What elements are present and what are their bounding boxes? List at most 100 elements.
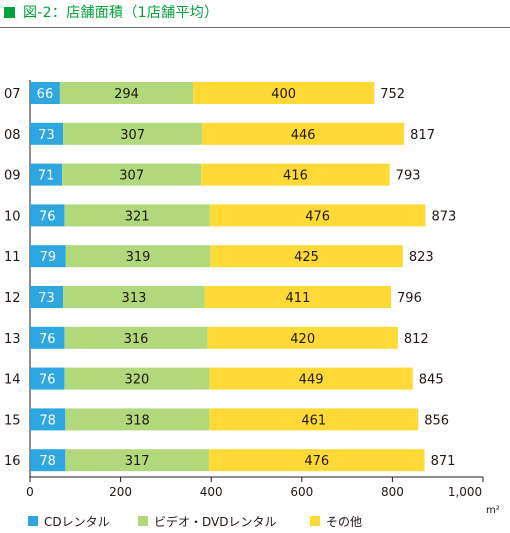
bar-segment-s0-11 (30, 245, 66, 268)
x-ticks-group: 0 200 400 600 800 1,000 m² (26, 477, 500, 516)
category-label-10: 10 (4, 209, 21, 224)
bar-segment-s2-10 (209, 204, 426, 227)
x-unit-label: m² (486, 505, 500, 516)
total-label-15: 856 (424, 413, 449, 428)
bar-segment-s2-07 (193, 82, 375, 104)
bar-segment-s0-08 (30, 122, 64, 145)
value-label-s2-11: 425 (294, 250, 319, 265)
value-label-s0-15: 78 (39, 413, 56, 428)
value-label-s1-13: 316 (124, 332, 149, 347)
value-label-s2-13: 420 (290, 332, 315, 347)
total-label-12: 796 (397, 291, 422, 306)
value-label-s1-09: 307 (119, 169, 144, 184)
x-tick-label-3: 600 (290, 485, 313, 499)
value-label-s2-15: 461 (301, 413, 326, 428)
bars-group: 66 294 400 752 73 307 446 817 71 307 416 793 76 321 47… (30, 82, 456, 472)
total-label-08: 817 (410, 128, 435, 143)
bar-segment-s1-16 (65, 449, 209, 472)
bar-segment-s0-16 (30, 449, 66, 472)
value-label-s0-12: 73 (38, 291, 55, 306)
value-label-s2-08: 446 (291, 128, 316, 143)
bar-segment-s1-07 (59, 82, 194, 104)
bar-segment-s0-15 (30, 408, 66, 431)
value-label-s1-16: 317 (125, 454, 150, 469)
bar-segment-s0-07 (30, 82, 60, 104)
category-label-11: 11 (4, 250, 21, 265)
bar-segment-s2-08 (202, 122, 405, 145)
total-label-11: 823 (409, 250, 434, 265)
value-label-s0-16: 78 (39, 454, 56, 469)
x-tick-label-5: 1,000 (448, 485, 482, 499)
total-label-14: 845 (419, 373, 444, 388)
value-label-s0-07: 66 (37, 87, 54, 102)
category-label-15: 15 (4, 413, 21, 428)
bar-segment-s1-15 (65, 408, 210, 431)
legend-swatch-0 (28, 516, 38, 526)
legend-swatch-1 (138, 516, 148, 526)
title-marker-icon (4, 6, 15, 18)
category-label-16: 16 (4, 454, 21, 469)
value-label-s1-10: 321 (125, 209, 150, 224)
x-tick-label-1: 200 (109, 485, 132, 499)
bar-segment-s0-14 (30, 367, 65, 390)
bar-segment-s2-15 (209, 408, 419, 431)
value-label-s0-08: 73 (38, 128, 55, 143)
chart-title: 図-2：店舗面積（1店舗平均） (23, 5, 219, 21)
legend-swatch-2 (310, 516, 320, 526)
bar-segment-s0-09 (30, 163, 63, 186)
total-label-09: 793 (396, 169, 421, 184)
bar-segment-s1-10 (64, 204, 210, 227)
bar-segment-s2-12 (204, 286, 392, 308)
legend-label-0: CDレンタル (44, 515, 110, 529)
value-label-s1-07: 294 (114, 87, 139, 102)
bar-segment-s1-14 (64, 367, 210, 390)
value-label-s0-13: 76 (39, 332, 56, 347)
bar-segment-s2-09 (201, 163, 390, 186)
legend-label-2: その他 (326, 515, 362, 529)
bar-segment-s1-11 (65, 245, 211, 268)
bar-segment-s2-11 (210, 245, 403, 268)
value-label-s1-12: 313 (122, 291, 147, 306)
value-label-s2-14: 449 (299, 373, 324, 388)
value-label-s2-07: 400 (271, 87, 296, 102)
bar-segment-s2-14 (209, 367, 413, 390)
category-label-07: 07 (4, 87, 21, 102)
value-label-s2-12: 411 (286, 291, 311, 306)
total-label-10: 873 (431, 209, 456, 224)
value-label-s1-15: 318 (125, 413, 150, 428)
bar-segment-s1-08 (63, 122, 203, 145)
chart-title-row: 図-2：店舗面積（1店舗平均） (4, 2, 218, 22)
bar-segment-s0-13 (30, 326, 65, 349)
bar-segment-s1-12 (63, 286, 205, 308)
bar-segment-s0-10 (30, 204, 65, 227)
value-label-s1-14: 320 (124, 373, 149, 388)
legend: CDレンタル ビデオ・DVDレンタル その他 (28, 514, 362, 529)
value-label-s2-16: 476 (304, 454, 329, 469)
legend-label-1: ビデオ・DVDレンタル (154, 514, 276, 529)
x-tick-label-2: 400 (200, 485, 223, 499)
total-label-07: 752 (380, 87, 405, 102)
value-label-s2-10: 476 (305, 209, 330, 224)
bar-segment-s0-12 (30, 286, 64, 308)
category-labels-group: 07 08 09 10 11 12 13 14 15 16 (4, 87, 21, 469)
category-label-13: 13 (4, 332, 21, 347)
value-label-s0-09: 71 (38, 169, 55, 184)
bar-segment-s1-13 (64, 326, 208, 349)
value-label-s2-09: 416 (283, 169, 308, 184)
bar-segment-s2-13 (207, 326, 398, 349)
category-label-14: 14 (4, 373, 21, 388)
category-label-12: 12 (4, 291, 21, 306)
total-label-16: 871 (431, 454, 456, 469)
total-label-13: 812 (404, 332, 429, 347)
x-tick-label-0: 0 (26, 485, 34, 499)
value-label-s0-14: 76 (39, 373, 56, 388)
category-label-08: 08 (4, 128, 21, 143)
title-divider (0, 27, 510, 28)
bar-segment-s2-16 (208, 449, 425, 472)
value-label-s0-10: 76 (39, 209, 56, 224)
value-label-s0-11: 79 (40, 250, 57, 265)
value-label-s1-11: 319 (126, 250, 151, 265)
category-label-09: 09 (4, 169, 21, 184)
bar-segment-s1-09 (62, 163, 202, 186)
